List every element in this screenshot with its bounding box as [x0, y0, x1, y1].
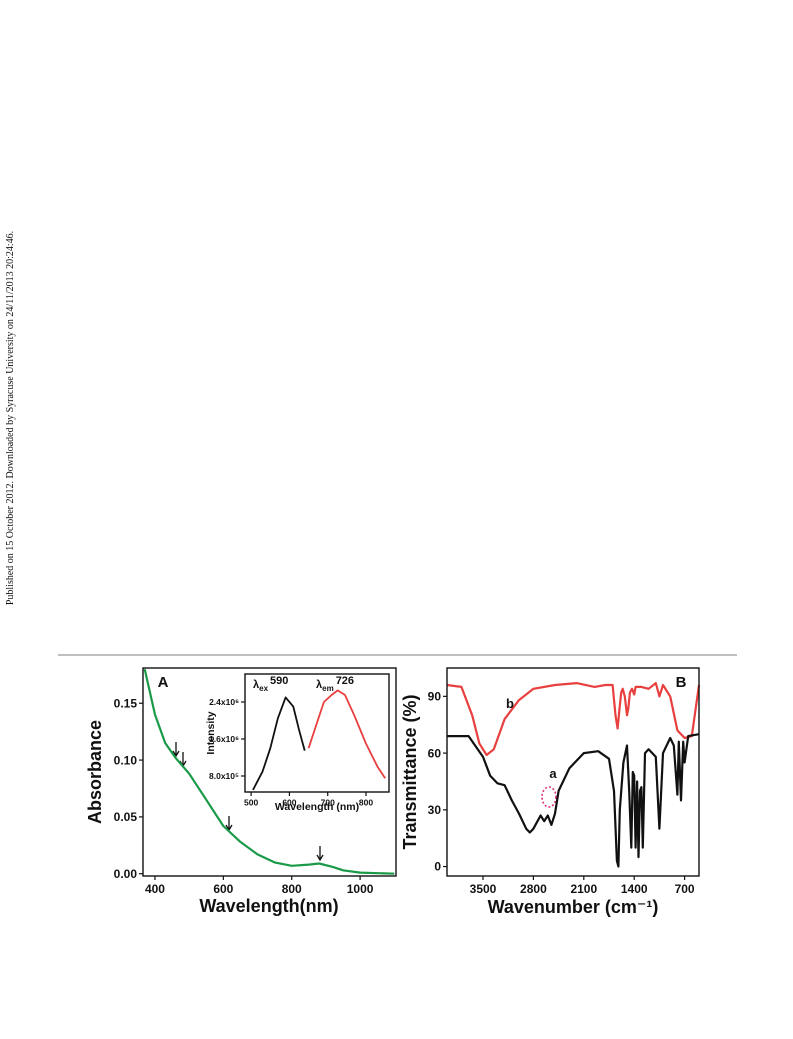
- y-tick-label: 0.05: [114, 810, 138, 824]
- x-tick-label: 700: [675, 882, 695, 896]
- y-axis-label: Intensity: [205, 711, 217, 754]
- y-tick-label: 2.4x10⁶: [209, 697, 239, 707]
- inset-background: [245, 674, 389, 792]
- x-tick-label: 800: [359, 798, 373, 808]
- x-tick-label: 500: [244, 798, 258, 808]
- panel-label: B: [676, 674, 687, 691]
- plot-frame: [244, 673, 390, 793]
- x-tick-label: 1400: [621, 882, 648, 896]
- side-note: Published on 15 October 2012. Downloaded…: [5, 231, 16, 605]
- y-axis-label: Absorbance: [85, 720, 105, 824]
- x-tick-label: 800: [282, 882, 302, 896]
- highlight-ellipse: [541, 786, 557, 808]
- y-tick-label: 90: [428, 690, 442, 704]
- annotation: λex590: [253, 675, 288, 693]
- x-tick-label: 1000: [347, 882, 374, 896]
- series-line: [307, 689, 386, 779]
- x-tick-label: 700: [321, 798, 335, 808]
- series-label: b: [506, 696, 514, 711]
- series-line: [143, 668, 395, 875]
- annotation-subscript: ex: [259, 684, 268, 693]
- x-axis-label: Wavelength(nm): [199, 896, 338, 916]
- x-axis-label: Wavelength (nm): [275, 801, 359, 813]
- y-tick-label: 60: [428, 746, 442, 760]
- annotation-value: 590: [270, 675, 288, 687]
- x-tick-label: 2100: [570, 882, 597, 896]
- annotation-symbol: λ: [316, 679, 322, 691]
- x-axis-label: Wavenumber (cm⁻¹): [488, 897, 659, 917]
- y-tick-label: 1.6x10⁶: [209, 734, 239, 744]
- y-tick-label: 0.15: [114, 696, 138, 710]
- series-label: a: [549, 766, 557, 781]
- y-tick-label: 30: [428, 803, 442, 817]
- x-tick-label: 400: [145, 882, 165, 896]
- plot-frame: [446, 667, 700, 877]
- x-tick-label: 3500: [470, 882, 497, 896]
- panel-label: A: [158, 674, 169, 691]
- series-line: [252, 696, 306, 791]
- y-tick-label: 0.10: [114, 753, 138, 767]
- x-tick-label: 2800: [520, 882, 547, 896]
- series-line: [446, 682, 701, 757]
- y-axis-label: Transmittance (%): [400, 694, 420, 849]
- x-tick-label: 600: [282, 798, 296, 808]
- y-tick-label: 0: [434, 860, 441, 874]
- series-line: [447, 733, 700, 868]
- annotation: λem726: [316, 675, 354, 693]
- annotation-subscript: em: [322, 684, 334, 693]
- y-tick-label: 0.00: [114, 867, 138, 881]
- y-tick-label: 8.0x10⁵: [209, 771, 239, 781]
- annotation-symbol: λ: [253, 679, 259, 691]
- annotation-value: 726: [336, 675, 354, 687]
- plot-frame: [142, 667, 397, 877]
- x-tick-label: 600: [213, 882, 233, 896]
